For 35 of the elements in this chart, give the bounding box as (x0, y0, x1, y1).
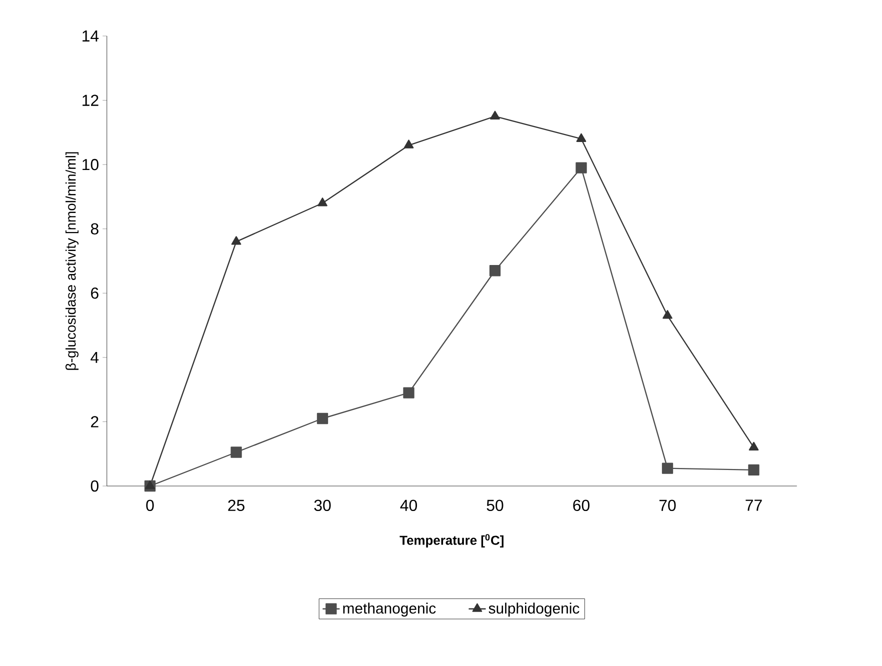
point (662, 310, 672, 319)
y-tick-label: 14 (82, 30, 99, 42)
y-tick-label: 10 (82, 158, 98, 170)
x-tick-label: 70 (659, 500, 676, 512)
x-tick-label: 40 (400, 500, 417, 512)
point (231, 236, 242, 245)
x-axis-title: Temperature [$^{0}$C] (400, 534, 504, 548)
x-tick-label: 25 (228, 500, 244, 512)
point (748, 442, 759, 451)
x-tick-label: 77 (746, 500, 762, 511)
point (748, 464, 760, 476)
x-tick-label: 50 (486, 500, 504, 512)
point (403, 387, 414, 398)
point (489, 265, 501, 276)
x-tick-label: 30 (314, 500, 331, 512)
y-tick-label: 8 (90, 223, 98, 234)
y-tick-label: 12 (82, 94, 98, 106)
point (490, 110, 500, 120)
point (230, 446, 242, 458)
y-tick-label: 0 (90, 480, 98, 492)
point (576, 162, 587, 174)
point (316, 412, 328, 424)
x-tick-label: 0 (146, 500, 154, 512)
y-tick-label: 2 (91, 416, 98, 428)
y-tick-label: 4 (90, 352, 99, 363)
legend-label: sulphidogenic (488, 602, 580, 617)
point (576, 133, 586, 142)
point (662, 462, 674, 474)
x-tick-label: 60 (573, 500, 590, 512)
y-axis-title: β-glucosidase activity [nmol/min/ml] (66, 152, 79, 370)
point (318, 198, 328, 206)
y-tick-label: 6 (91, 288, 98, 299)
point (145, 480, 155, 490)
legend-label: methanogenic (343, 602, 436, 617)
point (404, 140, 414, 148)
